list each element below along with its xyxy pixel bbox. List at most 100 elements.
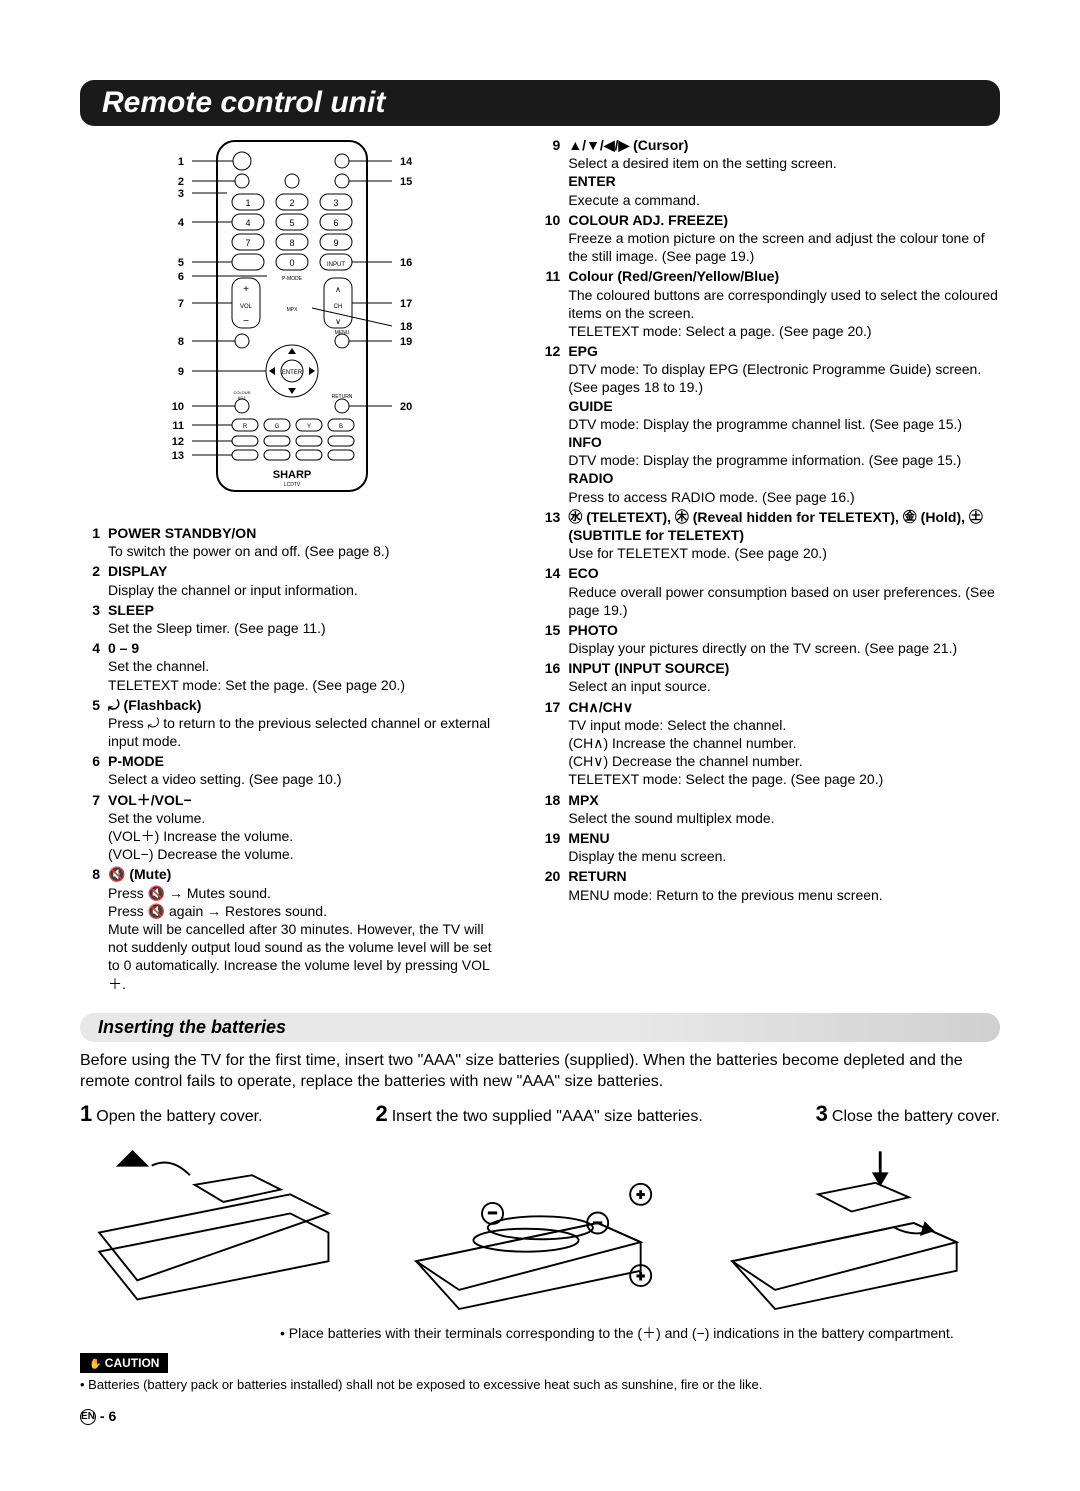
item-heading: MENU — [568, 830, 609, 846]
item-heading: PHOTO — [568, 622, 618, 638]
item-desc: (VOL＋) Increase the volume. — [108, 828, 293, 844]
svg-text:RETURN: RETURN — [332, 394, 353, 400]
item-body: ▲/▼/◀/▶ (Cursor) Select a desired item on… — [568, 136, 1000, 209]
item-desc: Press 🔇 again → Restores sound. — [108, 903, 327, 919]
item-heading: Colour (Red/Green/Yellow/Blue) — [568, 268, 779, 284]
svg-text:8: 8 — [290, 238, 295, 248]
item-number: 20 — [540, 867, 568, 903]
svg-text:4: 4 — [178, 217, 185, 229]
item-desc: Reduce overall power consumption based o… — [568, 584, 994, 618]
item-heading: CH∧/CH∨ — [568, 699, 633, 715]
item-heading: POWER STANDBY/ON — [108, 525, 256, 541]
item-number: 1 — [80, 524, 108, 560]
item-number: 6 — [80, 752, 108, 788]
svg-text:6: 6 — [334, 218, 339, 228]
list-item: 11Colour (Red/Green/Yellow/Blue) The colo… — [540, 267, 1000, 340]
list-item: 10COLOUR ADJ. FREEZE)Freeze a motion pic… — [540, 211, 1000, 266]
svg-text:CH: CH — [334, 304, 343, 310]
item-number: 14 — [540, 564, 568, 619]
list-item: 16INPUT (INPUT SOURCE)Select an input so… — [540, 659, 1000, 695]
item-desc: (VOL−) Decrease the volume. — [108, 846, 294, 862]
item-desc: Select a video setting. (See page 10.) — [108, 771, 341, 787]
svg-text:10: 10 — [172, 401, 184, 413]
list-item: 7VOL＋/VOL−Set the volume.(VOL＋) Increase… — [80, 791, 504, 864]
item-heading: 🔇 (Mute) — [108, 866, 171, 882]
svg-text:1: 1 — [246, 198, 251, 208]
list-item: 8🔇 (Mute)Press 🔇 → Mutes sound.Press 🔇 a… — [80, 865, 504, 992]
item-body: ECOReduce overall power consumption base… — [568, 564, 1000, 619]
item-desc: TELETEXT mode: Select the page. (See pag… — [568, 771, 883, 787]
svg-text:+: + — [636, 1268, 644, 1283]
svg-text:8: 8 — [178, 336, 184, 348]
item-number: 9 — [540, 136, 568, 209]
svg-text:ADJ.: ADJ. — [238, 395, 247, 400]
item-number: 11 — [540, 267, 568, 340]
item-sub-heading: ENTER — [568, 173, 615, 189]
item-number: 7 — [80, 791, 108, 864]
list-item: 18MPXSelect the sound multiplex mode. — [540, 791, 1000, 827]
item-sub-heading: RADIO — [568, 470, 613, 486]
remote-diagram: 123 456 789 0 INPUT + − VOL ∧ ∨ CH P-MOD… — [80, 136, 504, 506]
svg-text:2: 2 — [290, 198, 295, 208]
battery-images: + − + − — [80, 1133, 1000, 1313]
item-body: MENUDisplay the menu screen. — [568, 829, 1000, 865]
svg-text:−: − — [243, 316, 249, 327]
list-item: 14ECOReduce overall power consumption ba… — [540, 564, 1000, 619]
svg-text:13: 13 — [172, 450, 184, 462]
battery-img-1 — [80, 1133, 367, 1313]
lang-badge: EN — [80, 1409, 96, 1425]
list-item: 15PHOTODisplay your pictures directly on… — [540, 621, 1000, 657]
svg-text:1: 1 — [178, 156, 184, 168]
item-desc: Set the volume. — [108, 810, 205, 826]
svg-text:5: 5 — [290, 218, 295, 228]
sub-heading-bar: Inserting the batteries — [80, 1013, 1000, 1042]
svg-text:B: B — [339, 424, 343, 430]
page-number: 6 — [108, 1408, 116, 1424]
item-sub-desc: DTV mode: Display the programme channel … — [568, 416, 962, 432]
item-heading: P-MODE — [108, 753, 164, 769]
item-sub-heading: GUIDE — [568, 398, 612, 414]
item-body: PHOTODisplay your pictures directly on t… — [568, 621, 1000, 657]
item-body: ⤾ (Flashback)Press ⤾ to return to the pr… — [108, 696, 504, 751]
svg-text:11: 11 — [173, 420, 185, 432]
item-sub-desc: DTV mode: Display the programme informat… — [568, 452, 961, 468]
battery-steps: 1Open the battery cover. 2Insert the two… — [80, 1101, 1000, 1127]
item-heading: SLEEP — [108, 602, 154, 618]
item-desc: The coloured buttons are correspondingly… — [568, 287, 998, 321]
item-desc: TELETEXT mode: Set the page. (See page 2… — [108, 677, 405, 693]
page-footer: EN - 6 — [80, 1408, 1000, 1425]
item-heading: EPG — [568, 343, 598, 359]
list-item: 9▲/▼/◀/▶ (Cursor) Select a desired item o… — [540, 136, 1000, 209]
item-number: 2 — [80, 562, 108, 598]
svg-text:12: 12 — [172, 436, 184, 448]
item-body: INPUT (INPUT SOURCE)Select an input sour… — [568, 659, 1000, 695]
svg-text:R: R — [243, 424, 248, 430]
item-number: 4 — [80, 639, 108, 694]
item-desc: TELETEXT mode: Select a page. (See page … — [568, 323, 871, 339]
item-body: ㊌ (TELETEXT), ㊍ (Reveal hidden for TELET… — [568, 508, 1000, 563]
item-desc: Select the sound multiplex mode. — [568, 810, 774, 826]
item-heading: ▲/▼/◀/▶ (Cursor) — [568, 137, 688, 153]
list-item: 40 – 9Set the channel.TELETEXT mode: Set… — [80, 639, 504, 694]
svg-text:3: 3 — [178, 188, 184, 200]
page-title: Remote control unit — [102, 86, 978, 120]
item-number: 12 — [540, 342, 568, 506]
item-desc: MENU mode: Return to the previous menu s… — [568, 887, 882, 903]
item-number: 19 — [540, 829, 568, 865]
item-desc: To switch the power on and off. (See pag… — [108, 543, 389, 559]
svg-text:4: 4 — [246, 218, 251, 228]
list-item: 20RETURNMENU mode: Return to the previou… — [540, 867, 1000, 903]
item-sub-desc: Execute a command. — [568, 192, 700, 208]
item-body: MPXSelect the sound multiplex mode. — [568, 791, 1000, 827]
item-desc: Select a desired item on the setting scr… — [568, 155, 836, 171]
list-item: 2DISPLAYDisplay the channel or input inf… — [80, 562, 504, 598]
svg-text:9: 9 — [178, 366, 184, 378]
item-body: 0 – 9Set the channel.TELETEXT mode: Set … — [108, 639, 504, 694]
item-body: SLEEPSet the Sleep timer. (See page 11.) — [108, 601, 504, 637]
svg-text:ENTER: ENTER — [282, 370, 303, 376]
list-item: 1POWER STANDBY/ON To switch the power on … — [80, 524, 504, 560]
item-body: Colour (Red/Green/Yellow/Blue) The colour… — [568, 267, 1000, 340]
item-number: 10 — [540, 211, 568, 266]
item-heading: 0 – 9 — [108, 640, 139, 656]
right-item-list: 9▲/▼/◀/▶ (Cursor) Select a desired item o… — [540, 136, 1000, 904]
